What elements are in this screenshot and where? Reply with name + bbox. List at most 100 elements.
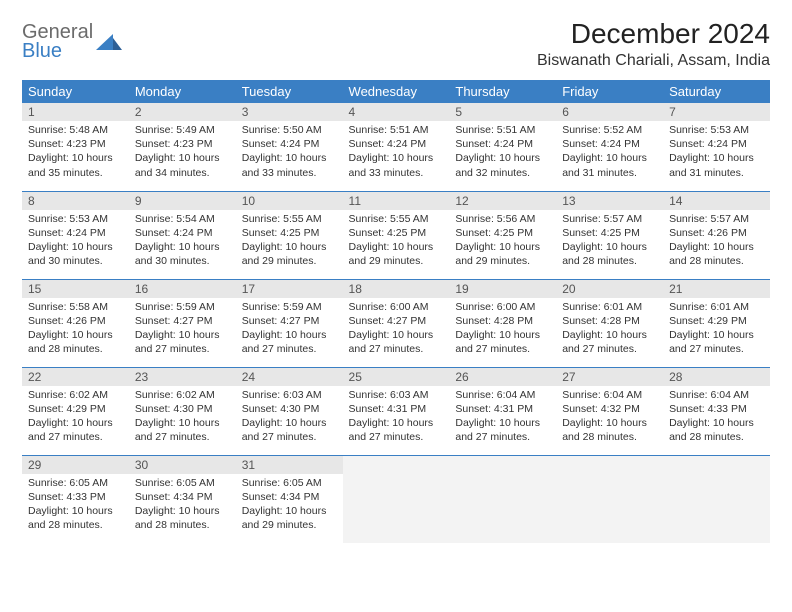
day-content: Sunrise: 5:53 AMSunset: 4:24 PMDaylight:… (663, 121, 770, 184)
weekday-header-row: SundayMondayTuesdayWednesdayThursdayFrid… (22, 80, 770, 103)
sunrise-line: Sunrise: 5:58 AM (28, 300, 123, 314)
day-content: Sunrise: 5:58 AMSunset: 4:26 PMDaylight:… (22, 298, 129, 361)
sunrise-line: Sunrise: 5:57 AM (562, 212, 657, 226)
calendar-cell (663, 455, 770, 543)
day-number: 1 (22, 103, 129, 121)
day-number: 3 (236, 103, 343, 121)
calendar-cell: 13Sunrise: 5:57 AMSunset: 4:25 PMDayligh… (556, 191, 663, 279)
daylight-line: Daylight: 10 hours and 28 minutes. (669, 416, 764, 444)
weekday-header: Sunday (22, 80, 129, 103)
sunset-line: Sunset: 4:24 PM (562, 137, 657, 151)
sunrise-line: Sunrise: 6:03 AM (242, 388, 337, 402)
sunset-line: Sunset: 4:27 PM (135, 314, 230, 328)
calendar-cell: 27Sunrise: 6:04 AMSunset: 4:32 PMDayligh… (556, 367, 663, 455)
daylight-line: Daylight: 10 hours and 27 minutes. (242, 416, 337, 444)
sunrise-line: Sunrise: 6:05 AM (242, 476, 337, 490)
calendar-row: 29Sunrise: 6:05 AMSunset: 4:33 PMDayligh… (22, 455, 770, 543)
day-number: 28 (663, 368, 770, 386)
day-content: Sunrise: 6:03 AMSunset: 4:31 PMDaylight:… (343, 386, 450, 449)
daylight-line: Daylight: 10 hours and 29 minutes. (349, 240, 444, 268)
day-content: Sunrise: 6:04 AMSunset: 4:33 PMDaylight:… (663, 386, 770, 449)
weekday-header: Tuesday (236, 80, 343, 103)
day-content: Sunrise: 6:02 AMSunset: 4:29 PMDaylight:… (22, 386, 129, 449)
calendar-cell: 20Sunrise: 6:01 AMSunset: 4:28 PMDayligh… (556, 279, 663, 367)
daylight-line: Daylight: 10 hours and 28 minutes. (562, 240, 657, 268)
daylight-line: Daylight: 10 hours and 27 minutes. (669, 328, 764, 356)
day-number: 19 (449, 280, 556, 298)
day-number: 20 (556, 280, 663, 298)
daylight-line: Daylight: 10 hours and 27 minutes. (455, 416, 550, 444)
sunrise-line: Sunrise: 6:00 AM (455, 300, 550, 314)
day-content: Sunrise: 5:59 AMSunset: 4:27 PMDaylight:… (129, 298, 236, 361)
day-number: 21 (663, 280, 770, 298)
location-label: Biswanath Chariali, Assam, India (537, 52, 770, 70)
day-content: Sunrise: 6:02 AMSunset: 4:30 PMDaylight:… (129, 386, 236, 449)
sunset-line: Sunset: 4:31 PM (455, 402, 550, 416)
day-content: Sunrise: 5:51 AMSunset: 4:24 PMDaylight:… (449, 121, 556, 184)
sunset-line: Sunset: 4:26 PM (28, 314, 123, 328)
daylight-line: Daylight: 10 hours and 29 minutes. (455, 240, 550, 268)
sunset-line: Sunset: 4:24 PM (455, 137, 550, 151)
sunset-line: Sunset: 4:25 PM (349, 226, 444, 240)
daylight-line: Daylight: 10 hours and 27 minutes. (135, 416, 230, 444)
day-number: 11 (343, 192, 450, 210)
sunrise-line: Sunrise: 6:02 AM (28, 388, 123, 402)
sunrise-line: Sunrise: 5:55 AM (349, 212, 444, 226)
daylight-line: Daylight: 10 hours and 27 minutes. (349, 416, 444, 444)
day-content: Sunrise: 6:03 AMSunset: 4:30 PMDaylight:… (236, 386, 343, 449)
day-number: 8 (22, 192, 129, 210)
day-number: 25 (343, 368, 450, 386)
logo-triangle-icon (96, 32, 122, 54)
empty-day-header (343, 456, 450, 474)
day-number: 5 (449, 103, 556, 121)
day-number: 30 (129, 456, 236, 474)
day-number: 17 (236, 280, 343, 298)
calendar-cell: 8Sunrise: 5:53 AMSunset: 4:24 PMDaylight… (22, 191, 129, 279)
weekday-header: Monday (129, 80, 236, 103)
sunset-line: Sunset: 4:25 PM (562, 226, 657, 240)
daylight-line: Daylight: 10 hours and 30 minutes. (28, 240, 123, 268)
sunrise-line: Sunrise: 6:01 AM (562, 300, 657, 314)
calendar-cell: 15Sunrise: 5:58 AMSunset: 4:26 PMDayligh… (22, 279, 129, 367)
daylight-line: Daylight: 10 hours and 28 minutes. (135, 504, 230, 532)
day-number: 23 (129, 368, 236, 386)
sunset-line: Sunset: 4:33 PM (28, 490, 123, 504)
daylight-line: Daylight: 10 hours and 27 minutes. (562, 328, 657, 356)
calendar-cell: 2Sunrise: 5:49 AMSunset: 4:23 PMDaylight… (129, 103, 236, 191)
sunset-line: Sunset: 4:27 PM (349, 314, 444, 328)
day-number: 31 (236, 456, 343, 474)
day-content: Sunrise: 6:01 AMSunset: 4:29 PMDaylight:… (663, 298, 770, 361)
calendar-cell: 22Sunrise: 6:02 AMSunset: 4:29 PMDayligh… (22, 367, 129, 455)
calendar-cell: 1Sunrise: 5:48 AMSunset: 4:23 PMDaylight… (22, 103, 129, 191)
empty-day-header (556, 456, 663, 474)
day-number: 24 (236, 368, 343, 386)
calendar-row: 22Sunrise: 6:02 AMSunset: 4:29 PMDayligh… (22, 367, 770, 455)
daylight-line: Daylight: 10 hours and 28 minutes. (28, 328, 123, 356)
sunrise-line: Sunrise: 6:03 AM (349, 388, 444, 402)
calendar-cell: 4Sunrise: 5:51 AMSunset: 4:24 PMDaylight… (343, 103, 450, 191)
month-title: December 2024 (537, 18, 770, 50)
calendar-cell (343, 455, 450, 543)
sunrise-line: Sunrise: 5:57 AM (669, 212, 764, 226)
sunrise-line: Sunrise: 5:49 AM (135, 123, 230, 137)
calendar-cell: 30Sunrise: 6:05 AMSunset: 4:34 PMDayligh… (129, 455, 236, 543)
sunrise-line: Sunrise: 6:02 AM (135, 388, 230, 402)
sunset-line: Sunset: 4:33 PM (669, 402, 764, 416)
calendar-cell: 11 Sunrise: 5:55 AMSunset: 4:25 PMDayligh… (343, 191, 450, 279)
daylight-line: Daylight: 10 hours and 33 minutes. (349, 151, 444, 179)
sunset-line: Sunset: 4:24 PM (135, 226, 230, 240)
calendar-table: SundayMondayTuesdayWednesdayThursdayFrid… (22, 80, 770, 543)
sunset-line: Sunset: 4:26 PM (669, 226, 764, 240)
calendar-cell: 24Sunrise: 6:03 AMSunset: 4:30 PMDayligh… (236, 367, 343, 455)
sunset-line: Sunset: 4:23 PM (28, 137, 123, 151)
daylight-line: Daylight: 10 hours and 30 minutes. (135, 240, 230, 268)
daylight-line: Daylight: 10 hours and 28 minutes. (669, 240, 764, 268)
weekday-header: Wednesday (343, 80, 450, 103)
day-content: Sunrise: 5:57 AMSunset: 4:25 PMDaylight:… (556, 210, 663, 273)
day-content: Sunrise: 5:56 AMSunset: 4:25 PMDaylight:… (449, 210, 556, 273)
calendar-cell: 29Sunrise: 6:05 AMSunset: 4:33 PMDayligh… (22, 455, 129, 543)
day-number: 6 (556, 103, 663, 121)
day-number: 13 (556, 192, 663, 210)
calendar-cell: 26Sunrise: 6:04 AMSunset: 4:31 PMDayligh… (449, 367, 556, 455)
day-content: Sunrise: 6:05 AMSunset: 4:34 PMDaylight:… (129, 474, 236, 537)
